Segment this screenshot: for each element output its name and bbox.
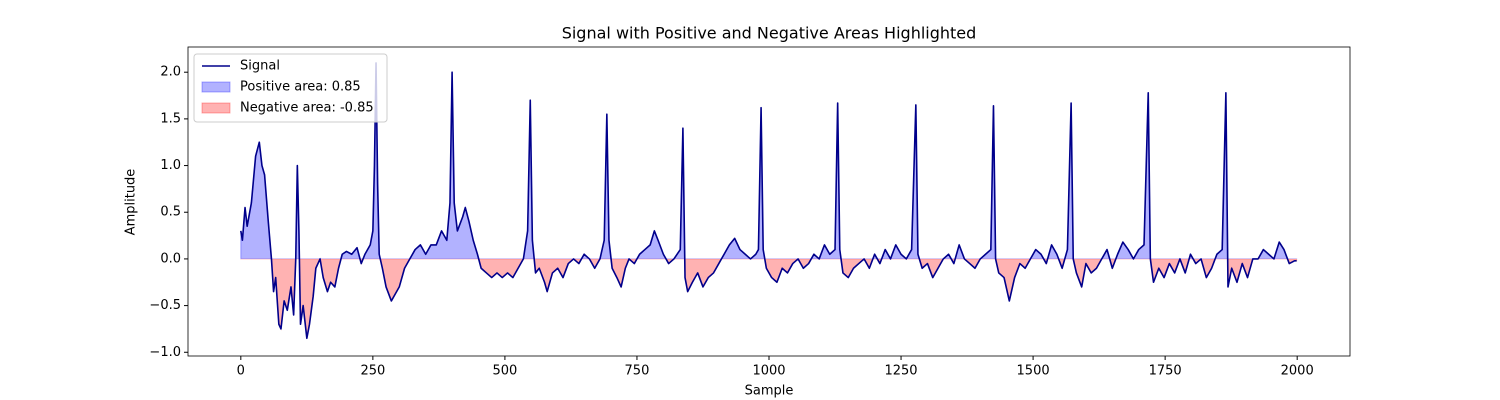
y-tick-label: 0.0 — [160, 251, 181, 266]
legend-label: Positive area: 0.85 — [240, 80, 361, 95]
y-axis-label: Amplitude — [124, 169, 139, 236]
x-tick-label: 500 — [492, 364, 517, 379]
x-tick-label: 0 — [237, 364, 245, 379]
legend-box — [193, 53, 388, 123]
y-tick-label: 2.0 — [160, 65, 181, 80]
x-tick-label: 1000 — [752, 364, 785, 379]
signal-line — [240, 62, 1297, 340]
y-tick-label: −1.0 — [149, 345, 181, 360]
legend-label: Negative area: -0.85 — [240, 101, 374, 116]
x-axis-label: Sample — [745, 384, 794, 399]
legend-patch — [201, 81, 231, 93]
axes-frame — [187, 46, 1351, 357]
legend-patch — [201, 102, 231, 114]
y-tick-label: 1.0 — [160, 158, 181, 173]
x-tick-label: 1750 — [1149, 364, 1182, 379]
x-tick-label: 750 — [625, 364, 650, 379]
y-tick-label: −0.5 — [149, 298, 181, 313]
x-tick-label: 1500 — [1017, 364, 1050, 379]
x-tick-label: 2000 — [1281, 364, 1314, 379]
y-tick-label: 0.5 — [160, 205, 181, 220]
y-tick-label: 1.5 — [160, 111, 181, 126]
chart-title: Signal with Positive and Negative Areas … — [562, 24, 977, 43]
x-tick-label: 1250 — [884, 364, 917, 379]
legend-label: Signal — [240, 59, 280, 74]
x-tick-label: 250 — [360, 364, 385, 379]
